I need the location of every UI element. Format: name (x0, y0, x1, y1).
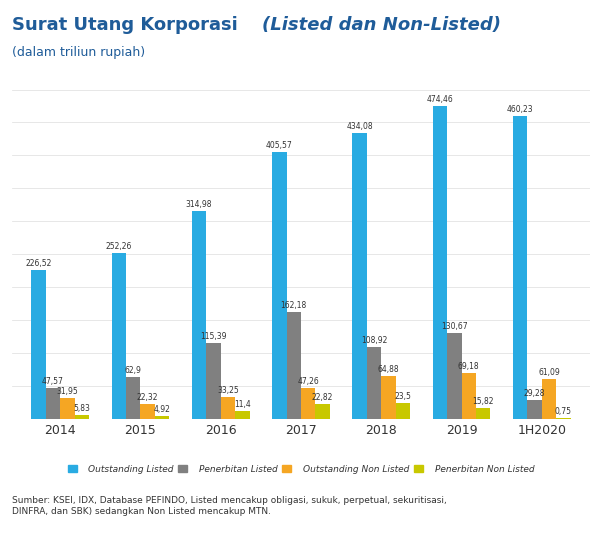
Text: 0,75: 0,75 (555, 408, 572, 416)
Text: 62,9: 62,9 (125, 366, 141, 375)
Bar (381, 376, 396, 419)
Bar (206, 343, 221, 419)
Legend:   Outstanding Listed,   Penerbitan Listed,   Outstanding Non Listed,   Penerbita: Outstanding Listed, Penerbitan Listed, O… (64, 461, 538, 477)
Bar (140, 404, 155, 419)
Bar (542, 379, 556, 419)
Text: 22,82: 22,82 (312, 393, 334, 402)
Text: 11,4: 11,4 (234, 401, 251, 409)
Text: Surat Utang Korporasi: Surat Utang Korporasi (12, 16, 244, 34)
Bar (513, 116, 527, 419)
Text: 130,67: 130,67 (441, 322, 468, 331)
Text: 314,98: 314,98 (186, 200, 213, 209)
Bar (221, 397, 235, 419)
Bar (462, 373, 476, 419)
Bar (235, 411, 250, 419)
Bar (447, 333, 462, 419)
Text: (dalam triliun rupiah): (dalam triliun rupiah) (12, 46, 145, 59)
Bar (352, 133, 367, 419)
Bar (476, 409, 491, 419)
Text: 460,23: 460,23 (507, 105, 533, 114)
Text: 15,82: 15,82 (473, 397, 494, 407)
Text: 61,09: 61,09 (538, 368, 560, 376)
Bar (287, 312, 301, 419)
Text: 22,32: 22,32 (137, 393, 158, 402)
Text: Sumber: KSEI, IDX, Database PEFINDO, Listed mencakup obligasi, sukuk, perpetual,: Sumber: KSEI, IDX, Database PEFINDO, Lis… (12, 496, 447, 516)
Text: 434,08: 434,08 (346, 122, 373, 131)
Text: 69,18: 69,18 (458, 362, 480, 371)
Text: 47,57: 47,57 (42, 376, 64, 386)
Text: 108,92: 108,92 (361, 336, 387, 345)
Bar (60, 398, 75, 419)
Bar (315, 404, 330, 419)
Bar (192, 212, 206, 419)
Text: 405,57: 405,57 (266, 141, 293, 150)
Text: 31,95: 31,95 (57, 387, 78, 396)
Text: 64,88: 64,88 (377, 365, 399, 374)
Bar (155, 416, 169, 419)
Bar (527, 400, 542, 419)
Bar (272, 152, 287, 419)
Text: 33,25: 33,25 (217, 386, 239, 395)
Text: 29,28: 29,28 (524, 389, 545, 397)
Bar (46, 388, 60, 419)
Bar (31, 270, 46, 419)
Text: 252,26: 252,26 (105, 242, 132, 251)
Text: 23,5: 23,5 (394, 393, 411, 402)
Text: 474,46: 474,46 (426, 96, 453, 104)
Bar (111, 253, 126, 419)
Text: 5,83: 5,83 (73, 404, 90, 413)
Bar (433, 106, 447, 419)
Text: 47,26: 47,26 (297, 377, 319, 386)
Text: 226,52: 226,52 (25, 259, 52, 268)
Text: (Listed dan Non-Listed): (Listed dan Non-Listed) (262, 16, 501, 34)
Bar (396, 403, 410, 419)
Text: 4,92: 4,92 (154, 405, 170, 413)
Text: 162,18: 162,18 (281, 301, 307, 310)
Text: 115,39: 115,39 (200, 332, 227, 341)
Bar (367, 347, 381, 419)
Bar (126, 378, 140, 419)
Bar (75, 415, 89, 419)
Bar (301, 388, 315, 419)
